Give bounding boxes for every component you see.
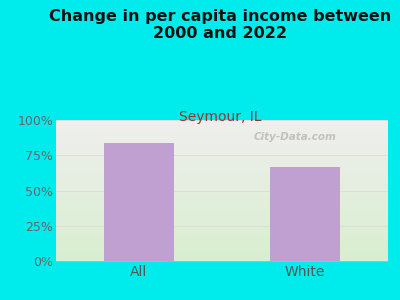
Text: Seymour, IL: Seymour, IL (179, 110, 261, 124)
Bar (270, 167, 340, 261)
Text: Change in per capita income between
2000 and 2022: Change in per capita income between 2000… (49, 9, 391, 41)
Text: City-Data.com: City-Data.com (254, 132, 336, 142)
Bar (104, 142, 174, 261)
